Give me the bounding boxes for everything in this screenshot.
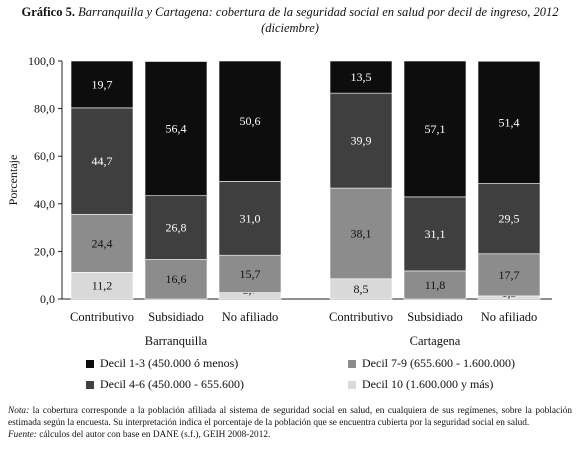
note-paragraph: Nota: la cobertura corresponde a la pobl…: [8, 405, 572, 429]
bar-segment: [329, 60, 393, 94]
x-tick-label: Contributivo: [70, 310, 134, 324]
y-tick-label: 0,0: [40, 292, 55, 306]
chart-title-text: Barranquilla y Cartagena: cobertura de l…: [78, 5, 559, 35]
y-axis-label: Porcentaje: [6, 155, 20, 206]
data-label: 15,7: [240, 267, 261, 281]
y-tick-label: 60,0: [34, 149, 55, 163]
stacked-bar-chart: 0,020,040,060,080,0100,0Porcentaje11,22,…: [6, 54, 552, 348]
legend-swatch: [348, 380, 356, 389]
bar-segment: [403, 60, 467, 198]
data-label: 44,7: [92, 154, 113, 168]
data-label: 16,6: [166, 272, 187, 286]
bar-segment: [218, 254, 282, 293]
data-label: 38,1: [351, 226, 372, 240]
data-label: 51,4: [499, 115, 520, 129]
bar-segment: [218, 181, 282, 256]
source-text: cálculos del autor con base en DANE (s.f…: [39, 430, 271, 440]
bar-segment: [329, 187, 393, 280]
group-label: Barranquilla: [145, 334, 208, 348]
data-label: 8,5: [354, 282, 369, 296]
chart-title-label: Gráfico 5.: [21, 5, 75, 19]
data-label: 57,1: [425, 122, 446, 136]
legend-label: Decil 1-3 (450.000 ó menos): [100, 356, 239, 370]
data-label: 31,0: [240, 211, 261, 225]
bar-segment: [477, 183, 541, 255]
bar-segment: [218, 60, 282, 182]
legend-item: Decil 1-3 (450.000 ó menos): [86, 356, 238, 371]
bar-segment: [70, 60, 134, 109]
x-tick-label: Contributivo: [329, 310, 393, 324]
note-label: Nota:: [8, 406, 30, 416]
legend-swatch: [86, 380, 94, 389]
chart-title: Gráfico 5. Barranquilla y Cartagena: cob…: [8, 4, 572, 36]
data-label: 11,8: [425, 278, 446, 292]
y-tick-label: 100,0: [28, 54, 55, 68]
source-label: Fuente:: [8, 430, 37, 440]
bar-segment: [144, 259, 208, 300]
y-tick-label: 40,0: [34, 197, 55, 211]
bar-segment: [144, 61, 208, 197]
data-label: 13,5: [351, 70, 372, 84]
data-label: 24,4: [92, 236, 113, 250]
bar-segment: [70, 107, 134, 215]
x-tick-label: No afiliado: [222, 310, 279, 324]
legend-label: Decil 10 (1.600.000 y más): [362, 377, 494, 391]
note-text: la cobertura corresponde a la población …: [8, 406, 572, 428]
data-label: 50,6: [240, 114, 261, 128]
source-paragraph: Fuente: cálculos del autor con base en D…: [8, 429, 572, 441]
bar-segment: [144, 195, 208, 260]
chart-notes: Nota: la cobertura corresponde a la pobl…: [8, 405, 572, 441]
group-label: Cartagena: [410, 334, 461, 348]
data-label: 19,7: [92, 77, 113, 91]
bar-segment: [477, 60, 541, 184]
x-tick-label: No afiliado: [481, 310, 538, 324]
bar-segment: [477, 253, 541, 297]
y-tick-label: 80,0: [34, 102, 55, 116]
x-tick-label: Subsidiado: [407, 310, 463, 324]
data-label: 56,4: [166, 122, 187, 136]
legend-item: Decil 10 (1.600.000 y más): [348, 377, 493, 392]
data-label: 39,9: [351, 134, 372, 148]
data-label: 31,1: [425, 227, 446, 241]
x-tick-label: Subsidiado: [148, 310, 204, 324]
legend-swatch: [348, 359, 356, 368]
bar-segment: [403, 196, 467, 272]
data-label: 11,2: [92, 279, 113, 293]
bar-segment: [70, 272, 134, 300]
data-label: 17,7: [499, 268, 520, 282]
legend-item: Decil 4-6 (450.000 - 655.600): [86, 377, 244, 392]
legend-item: Decil 7-9 (655.600 - 1.600.000): [348, 356, 515, 371]
data-label: 29,5: [499, 212, 520, 226]
legend-swatch: [86, 359, 94, 368]
bar-segment: [329, 92, 393, 189]
bar-segment: [70, 213, 134, 273]
data-label: 26,8: [166, 221, 187, 235]
y-tick-label: 20,0: [34, 244, 55, 258]
bar-segment: [403, 270, 467, 300]
legend-label: Decil 4-6 (450.000 - 655.600): [100, 377, 244, 391]
legend-label: Decil 7-9 (655.600 - 1.600.000): [362, 356, 515, 370]
